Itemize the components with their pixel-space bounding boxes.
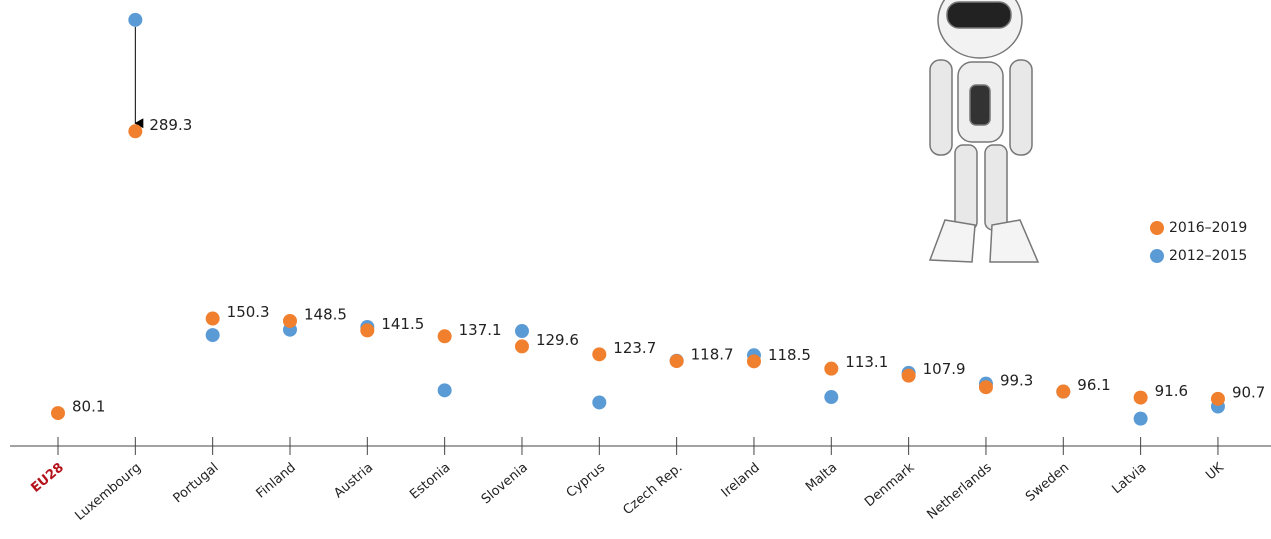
x-tick-label: Cyprus	[564, 460, 609, 501]
dot	[51, 406, 65, 421]
value-label: 113.1	[845, 353, 888, 371]
value-label: 107.9	[923, 360, 966, 378]
x-tick-label: Finland	[254, 460, 299, 501]
dot	[205, 328, 220, 343]
value-label: 150.3	[227, 303, 270, 321]
dot	[128, 124, 143, 139]
dot	[437, 383, 452, 398]
x-tick-label: Luxembourg	[72, 460, 144, 524]
robot-illustration	[928, 0, 1040, 263]
dot	[824, 390, 839, 405]
dot	[592, 395, 607, 410]
value-label: 141.5	[381, 315, 424, 333]
value-label: 118.5	[768, 346, 811, 364]
dot	[1056, 384, 1071, 399]
dot	[824, 361, 839, 376]
value-label: 289.3	[149, 116, 192, 134]
value-label: 118.7	[691, 346, 734, 364]
x-tick-label: Denmark	[862, 460, 918, 510]
dot	[1210, 391, 1225, 406]
x-tick-label: EU28	[28, 460, 66, 496]
value-label: 80.1	[72, 398, 105, 416]
dot	[978, 380, 993, 395]
dot	[514, 324, 529, 339]
dot	[669, 354, 684, 369]
x-tick-label: Austria	[331, 460, 376, 501]
dot	[1133, 411, 1148, 426]
legend-label: 2016–2019	[1169, 220, 1247, 236]
x-tick-label: UK	[1203, 460, 1227, 483]
x-tick-label: Netherlands	[924, 460, 995, 523]
value-label: 99.3	[1000, 372, 1033, 390]
value-label: 96.1	[1077, 376, 1110, 394]
x-tick-label: Slovenia	[479, 460, 531, 507]
dot	[746, 354, 761, 369]
dot	[901, 368, 916, 383]
x-tick-label: Sweden	[1023, 460, 1072, 505]
x-tick-label: Portugal	[171, 460, 222, 506]
dot	[437, 329, 452, 344]
legend-swatch	[1150, 249, 1164, 263]
dot	[205, 311, 220, 326]
x-tick-label: Latvia	[1109, 460, 1149, 497]
dot	[360, 323, 375, 338]
x-tick-label: Estonia	[407, 460, 453, 502]
dot	[282, 313, 297, 328]
value-label: 137.1	[459, 321, 502, 339]
x-tick-label: Ireland	[719, 460, 763, 500]
dot	[514, 339, 529, 354]
value-label: 90.7	[1232, 383, 1265, 401]
legend-swatch	[1150, 221, 1164, 235]
legend-label: 2012–2015	[1169, 248, 1247, 264]
value-label: 148.5	[304, 305, 347, 323]
dot	[128, 12, 143, 27]
x-tick-label: Malta	[803, 460, 840, 495]
value-label: 123.7	[613, 339, 656, 357]
x-tick-label: Czech Rep.	[620, 460, 685, 518]
value-label: 129.6	[536, 331, 579, 349]
dot	[592, 347, 607, 362]
dot	[1133, 390, 1148, 405]
value-label: 91.6	[1155, 382, 1188, 400]
